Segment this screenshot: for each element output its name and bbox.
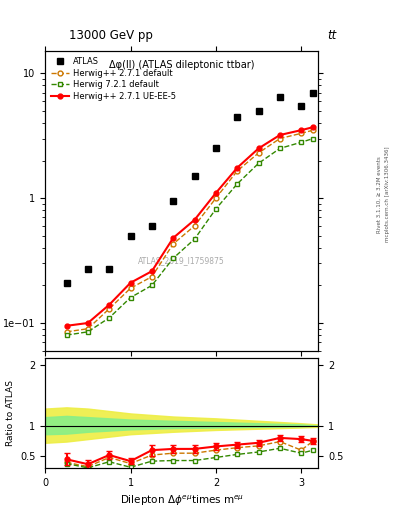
Legend: ATLAS, Herwig++ 2.7.1 default, Herwig 7.2.1 default, Herwig++ 2.7.1 UE-EE-5: ATLAS, Herwig++ 2.7.1 default, Herwig 7.… (50, 55, 177, 102)
Line: Herwig 7.2.1 default: Herwig 7.2.1 default (64, 136, 316, 337)
Herwig 7.2.1 default (299, 139, 304, 145)
Herwig 7.2.1 default (277, 145, 282, 152)
Herwig 7.2.1 default (192, 236, 197, 242)
Herwig++ 2.7.1 default (213, 195, 218, 201)
Line: Herwig++ 2.7.1 default: Herwig++ 2.7.1 default (64, 127, 316, 334)
Text: ATLAS_2019_I1759875: ATLAS_2019_I1759875 (138, 257, 225, 265)
Text: tt: tt (327, 29, 336, 42)
ATLAS (213, 145, 218, 152)
ATLAS (86, 266, 90, 272)
Herwig++ 2.7.1 default (149, 273, 154, 280)
ATLAS (64, 280, 69, 286)
ATLAS (171, 198, 176, 204)
Herwig 7.2.1 default (86, 329, 90, 335)
Herwig++ 2.7.1 default (192, 223, 197, 229)
Text: Δφ(ll) (ATLAS dileptonic ttbar): Δφ(ll) (ATLAS dileptonic ttbar) (109, 60, 255, 70)
Herwig 7.2.1 default (107, 315, 112, 321)
Herwig 7.2.1 default (128, 294, 133, 301)
Herwig++ 2.7.1 default (107, 306, 112, 312)
Herwig++ 2.7.1 default (171, 241, 176, 247)
Herwig++ 2.7.1 default (86, 326, 90, 332)
Line: ATLAS: ATLAS (63, 90, 316, 286)
Herwig 7.2.1 default (311, 136, 316, 142)
Herwig++ 2.7.1 default (128, 285, 133, 291)
Herwig 7.2.1 default (149, 282, 154, 288)
Herwig++ 2.7.1 default (256, 150, 261, 156)
Herwig 7.2.1 default (213, 206, 218, 212)
ATLAS (107, 266, 112, 272)
ATLAS (311, 90, 316, 96)
ATLAS (192, 173, 197, 179)
ATLAS (277, 94, 282, 100)
Herwig++ 2.7.1 default (311, 127, 316, 133)
ATLAS (128, 232, 133, 239)
Herwig 7.2.1 default (256, 160, 261, 166)
Herwig 7.2.1 default (64, 332, 69, 338)
Text: Rivet 3.1.10, ≥ 3.2M events: Rivet 3.1.10, ≥ 3.2M events (377, 156, 382, 233)
X-axis label: Dilepton $\Delta\phi^{e\mu}$times m$^{e\mu}$: Dilepton $\Delta\phi^{e\mu}$times m$^{e\… (119, 494, 244, 508)
ATLAS (235, 114, 240, 120)
Herwig++ 2.7.1 default (277, 136, 282, 142)
ATLAS (149, 223, 154, 229)
Y-axis label: Ratio to ATLAS: Ratio to ATLAS (6, 380, 15, 446)
Herwig++ 2.7.1 default (299, 130, 304, 136)
Herwig 7.2.1 default (235, 181, 240, 187)
Text: 13000 GeV pp: 13000 GeV pp (69, 29, 152, 42)
Herwig 7.2.1 default (171, 255, 176, 261)
Herwig++ 2.7.1 default (64, 329, 69, 335)
Text: mcplots.cern.ch [arXiv:1306.3436]: mcplots.cern.ch [arXiv:1306.3436] (385, 147, 389, 242)
ATLAS (299, 102, 304, 109)
Herwig++ 2.7.1 default (235, 168, 240, 174)
ATLAS (256, 108, 261, 114)
